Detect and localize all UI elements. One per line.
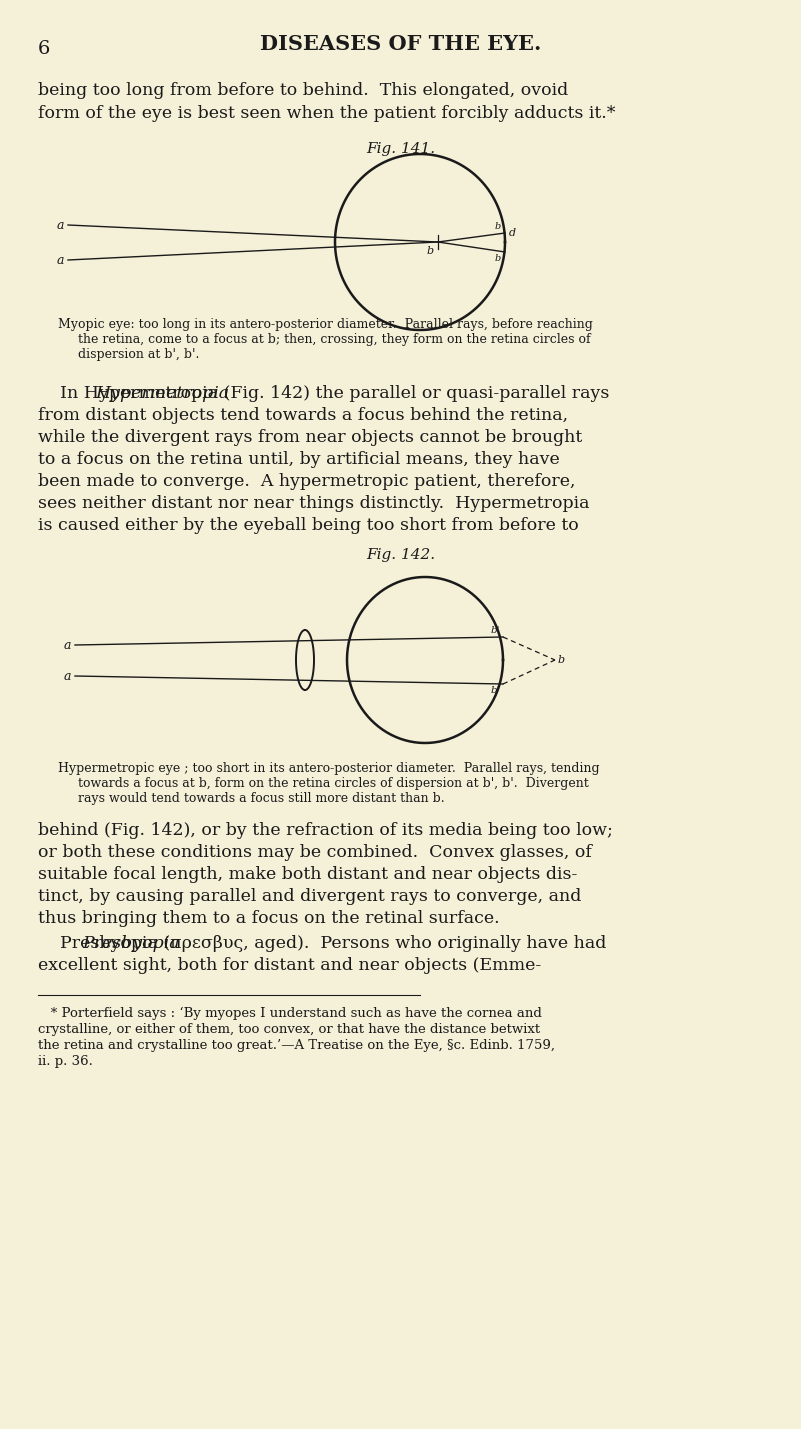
Text: towards a focus at b, form on the retina circles of dispersion at b', b'.  Diver: towards a focus at b, form on the retina… [78,777,589,790]
Text: suitable focal length, make both distant and near objects dis-: suitable focal length, make both distant… [38,866,578,883]
Text: form of the eye is best seen when the patient forcibly adducts it.*: form of the eye is best seen when the pa… [38,104,615,121]
Text: from distant objects tend towards a focus behind the retina,: from distant objects tend towards a focu… [38,407,568,424]
Text: * Porterfield says : ‘By myopes I understand such as have the cornea and: * Porterfield says : ‘By myopes I unders… [38,1007,541,1020]
Text: a: a [57,253,64,266]
Text: d: d [509,229,516,239]
Text: 6: 6 [38,40,50,59]
Text: rays would tend towards a focus still more distant than b.: rays would tend towards a focus still mo… [78,792,445,805]
Text: b: b [427,246,434,256]
Text: b': b' [490,686,500,694]
Text: Presbyopia (πρεσβυς, aged).  Persons who originally have had: Presbyopia (πρεσβυς, aged). Persons who … [38,935,606,952]
Text: the retina and crystalline too great.’—A Treatise on the Eye, §c. Edinb. 1759,: the retina and crystalline too great.’—A… [38,1039,555,1052]
Text: been made to converge.  A hypermetropic patient, therefore,: been made to converge. A hypermetropic p… [38,473,575,490]
Text: Hypermetropic eye ; too short in its antero-posterior diameter.  Parallel rays, : Hypermetropic eye ; too short in its ant… [58,762,600,775]
Text: Presbyopia: Presbyopia [82,935,179,952]
Text: b: b [558,654,566,664]
Text: a: a [63,670,71,683]
Text: being too long from before to behind.  This elongated, ovoid: being too long from before to behind. Th… [38,81,568,99]
Text: tinct, by causing parallel and divergent rays to converge, and: tinct, by causing parallel and divergent… [38,887,582,905]
Text: thus bringing them to a focus on the retinal surface.: thus bringing them to a focus on the ret… [38,910,500,927]
Text: Hypermetropia: Hypermetropia [95,384,229,402]
Text: Fig. 142.: Fig. 142. [366,547,436,562]
Text: behind (Fig. 142), or by the refraction of its media being too low;: behind (Fig. 142), or by the refraction … [38,822,613,839]
Text: is caused either by the eyeball being too short from before to: is caused either by the eyeball being to… [38,517,579,534]
Text: a: a [63,639,71,652]
Text: DISEASES OF THE EYE.: DISEASES OF THE EYE. [260,34,541,54]
Text: Fig. 141.: Fig. 141. [366,141,436,156]
Text: the retina, come to a focus at b; then, crossing, they form on the retina circle: the retina, come to a focus at b; then, … [78,333,590,346]
Text: to a focus on the retina until, by artificial means, they have: to a focus on the retina until, by artif… [38,452,560,469]
Text: Myopic eye: too long in its antero-posterior diameter.  Parallel rays, before re: Myopic eye: too long in its antero-poste… [58,319,593,332]
Text: sees neither distant nor near things distinctly.  Hypermetropia: sees neither distant nor near things dis… [38,494,590,512]
Text: b: b [495,254,501,263]
Text: crystalline, or either of them, too convex, or that have the distance betwixt: crystalline, or either of them, too conv… [38,1023,540,1036]
Text: a: a [57,219,64,231]
Text: or both these conditions may be combined.  Convex glasses, of: or both these conditions may be combined… [38,845,592,862]
Text: In Hypermetropia (Fig. 142) the parallel or quasi-parallel rays: In Hypermetropia (Fig. 142) the parallel… [38,384,610,402]
Text: while the divergent rays from near objects cannot be brought: while the divergent rays from near objec… [38,429,582,446]
Text: b: b [495,221,501,231]
Text: dispersion at b', b'.: dispersion at b', b'. [78,349,199,362]
Text: ii. p. 36.: ii. p. 36. [38,1055,93,1067]
Text: excellent sight, both for distant and near objects (Emme-: excellent sight, both for distant and ne… [38,957,541,975]
Text: b': b' [490,626,500,634]
